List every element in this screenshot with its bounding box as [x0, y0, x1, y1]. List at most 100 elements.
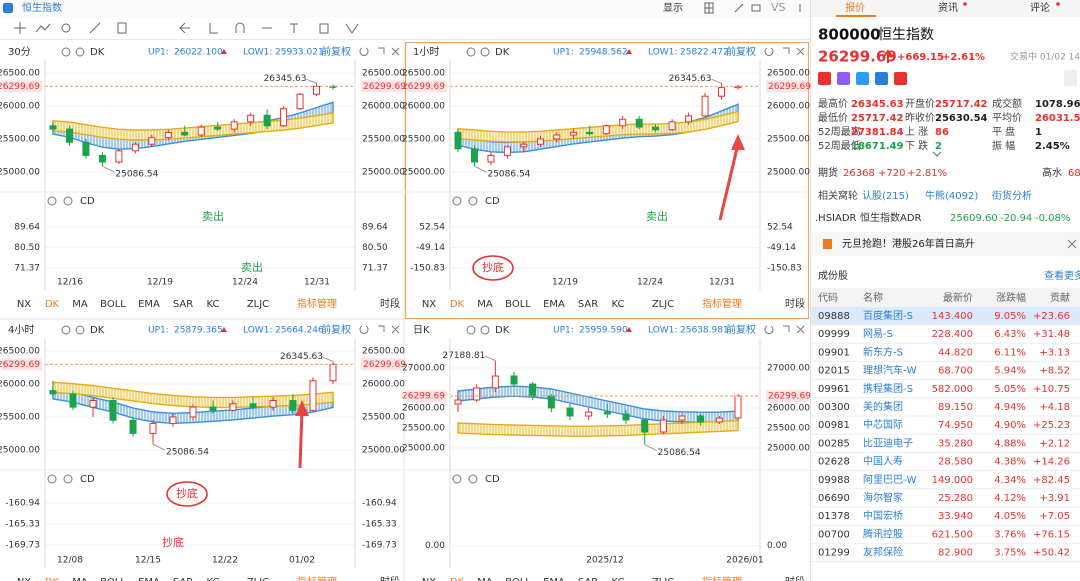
warrant-link[interactable]: 认股(215) [862, 189, 909, 202]
band [457, 385, 739, 423]
table-cell[interactable]: 理想汽车-W [863, 364, 917, 377]
indicator-tab[interactable]: EMA [138, 299, 160, 310]
indicator-tab[interactable]: SAR [578, 299, 598, 310]
indicator-tab[interactable]: ZLJC [652, 299, 674, 310]
settings-icon [452, 474, 462, 484]
settings-icon [466, 325, 476, 335]
period[interactable]: 30分 [8, 46, 31, 58]
table-cell[interactable]: 中国宏桥 [863, 509, 903, 522]
more-link[interactable]: 查看更多 [1044, 269, 1080, 282]
toolbar2 [0, 17, 810, 39]
period[interactable]: 1小时 [413, 46, 439, 58]
candle-body [89, 400, 97, 408]
table-header: 最新价 [943, 291, 973, 304]
adjust[interactable]: 前复权 [726, 45, 756, 58]
indicator-tab[interactable]: SAR [578, 577, 598, 581]
indicator-tab[interactable]: DK [450, 299, 465, 310]
low1-label: LOW1: [648, 326, 677, 336]
candle-body [269, 400, 277, 408]
table-cell[interactable]: 海尔智家 [863, 491, 903, 504]
indicator-tab[interactable]: 指标管理 [297, 575, 337, 581]
indicator-tab[interactable]: MA [72, 299, 88, 310]
indicator-tab[interactable]: MA [477, 577, 493, 581]
indicator-tab[interactable]: KC [207, 299, 220, 310]
futures-label: 期货 [818, 166, 838, 179]
quote-tab[interactable]: 评论 [1030, 1, 1050, 14]
indicator-tab[interactable]: SAR [173, 577, 193, 581]
period[interactable]: 4小时 [8, 324, 34, 336]
indicator-tab[interactable]: MA [72, 577, 88, 581]
indicator-tab[interactable]: KC [207, 577, 220, 581]
period[interactable]: 日K [413, 325, 430, 336]
indicator-tab[interactable]: DK [45, 299, 60, 310]
display-menu[interactable]: 显示 [663, 2, 683, 14]
indicator-tab[interactable]: DK [450, 577, 465, 581]
indicator-tab[interactable]: EMA [543, 577, 565, 581]
news-title[interactable]: 元旦抢跑！港股26年首日高升 [842, 237, 975, 250]
quote-pct: +2.61% [942, 52, 985, 63]
table-cell[interactable]: 友邦保险 [863, 546, 903, 559]
indicator-tab[interactable]: 指标管理 [702, 297, 742, 310]
table-cell[interactable]: 百度集团-S [863, 309, 913, 322]
table-cell[interactable]: 新东方-S [863, 345, 903, 358]
adjust[interactable]: 前复权 [321, 45, 351, 58]
indicator-tab[interactable]: SAR [173, 299, 193, 310]
adjust[interactable]: 前复权 [321, 323, 351, 336]
indicator-tab[interactable]: 指标管理 [297, 297, 337, 310]
adr-change: -20.94 [1000, 213, 1032, 224]
table-cell[interactable]: 腾讯控股 [863, 527, 903, 540]
candle-body [289, 400, 297, 411]
table-cell[interactable]: 网易-S [863, 328, 893, 340]
indicator-tab[interactable]: EMA [138, 577, 160, 581]
quote-tab[interactable]: 资讯 [938, 2, 958, 14]
indicator-tab[interactable]: DK [45, 577, 60, 581]
warrant-link[interactable]: 牛熊(4092) [925, 189, 978, 202]
table-cell: 4.94% [994, 402, 1026, 413]
indicator-tab[interactable]: ZLJC [247, 299, 269, 310]
high-label: 26345.63 [669, 74, 712, 84]
adjust[interactable]: 前复权 [726, 323, 756, 336]
indicator-tab[interactable]: BOLL [100, 577, 126, 581]
table-cell[interactable]: 美的集团 [863, 400, 903, 413]
y-tick-label-right: 89.64 [362, 223, 388, 233]
y-tick-label-right: 26000.00 [767, 404, 810, 414]
kline-type[interactable]: DK [90, 325, 105, 336]
table-cell[interactable]: 中芯国际 [863, 418, 903, 431]
kline-type[interactable]: DK [495, 325, 510, 336]
indicator-tab[interactable]: 指标管理 [702, 575, 742, 581]
indicator-tab[interactable]: 时段 [380, 575, 400, 581]
table-cell[interactable]: 阿里巴巴-W [863, 474, 917, 486]
indicator-tab[interactable]: KC [612, 299, 625, 310]
vs-button[interactable]: VS [771, 1, 786, 14]
indicator-tab[interactable]: ZLJC [652, 577, 674, 581]
indicator-tab[interactable]: EMA [543, 299, 565, 310]
indicator-tab[interactable]: BOLL [505, 577, 531, 581]
kline-type[interactable]: DK [495, 47, 510, 58]
annotation: 抄底 [176, 486, 198, 500]
arrow [298, 409, 304, 469]
indicator-tab[interactable]: BOLL [100, 299, 126, 310]
quote-tab[interactable]: 报价 [845, 1, 865, 14]
indicator-tab[interactable]: 时段 [785, 575, 805, 581]
low1-value: 25638.981 [680, 326, 729, 336]
indicator-tab[interactable]: MA [477, 299, 493, 310]
indicator-tab[interactable]: NX [17, 577, 31, 581]
x-tick-label: 12/24 [637, 278, 663, 288]
indicator-tab[interactable]: BOLL [505, 299, 531, 310]
warrant-link[interactable]: 街货分析 [992, 189, 1032, 202]
indicator-tab[interactable]: NX [422, 577, 436, 581]
table-cell[interactable]: 携程集团-S [863, 382, 913, 395]
table-cell[interactable]: 比亚迪电子 [863, 436, 913, 449]
table-cell[interactable]: 中国人寿 [863, 455, 903, 468]
kline-type[interactable]: DK [90, 47, 105, 58]
panel-icons [359, 325, 400, 334]
indicator-tab[interactable]: KC [612, 577, 625, 581]
news-banner[interactable] [811, 232, 1080, 256]
indicator-tab[interactable]: 时段 [785, 297, 805, 310]
indicator-tab[interactable]: NX [17, 299, 31, 310]
y-tick-label: -49.14 [416, 243, 445, 253]
indicator-tab[interactable]: ZLJC [247, 577, 269, 581]
indicator-tab[interactable]: NX [422, 299, 436, 310]
indicator-tab[interactable]: 时段 [380, 297, 400, 310]
close-icon [75, 47, 85, 57]
